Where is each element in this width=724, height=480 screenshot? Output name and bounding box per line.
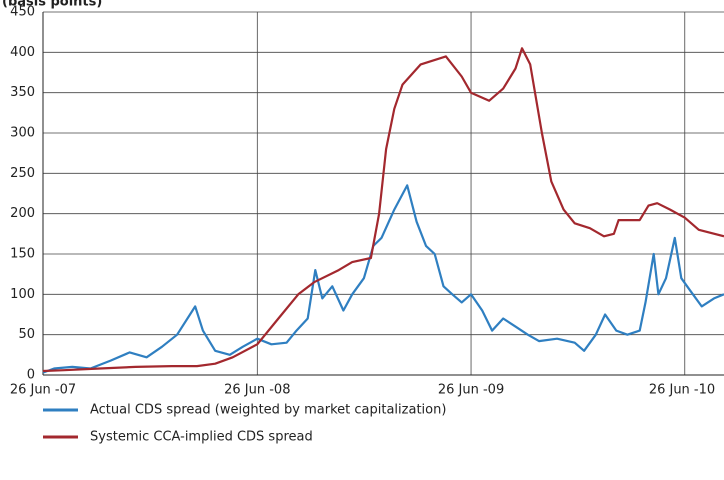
y-tick-label: 0 <box>27 368 35 383</box>
y-tick-label: 50 <box>18 327 35 342</box>
legend-label: Systemic CCA-implied CDS spread <box>90 430 313 445</box>
y-tick-label: 300 <box>10 126 35 141</box>
y-tick-label: 150 <box>10 247 35 262</box>
legend-label: Actual CDS spread (weighted by market ca… <box>90 403 446 418</box>
x-tick-label: 26 Jun -08 <box>224 383 290 398</box>
series-line <box>42 47 724 373</box>
y-tick-label: 350 <box>10 85 35 100</box>
y-tick-label: 100 <box>10 287 35 302</box>
x-tick-label: 26 Jun -07 <box>10 383 76 398</box>
y-tick-label: 400 <box>10 45 35 60</box>
x-tick-label: 26 Jun -09 <box>438 383 504 398</box>
x-tick-label: 26 Jun -10 <box>649 383 715 398</box>
y-tick-label: 250 <box>10 166 35 181</box>
series-line <box>42 184 724 374</box>
y-axis-label: (basis points) <box>2 0 102 10</box>
y-tick-label: 450 <box>10 5 35 20</box>
y-tick-label: 200 <box>10 206 35 221</box>
